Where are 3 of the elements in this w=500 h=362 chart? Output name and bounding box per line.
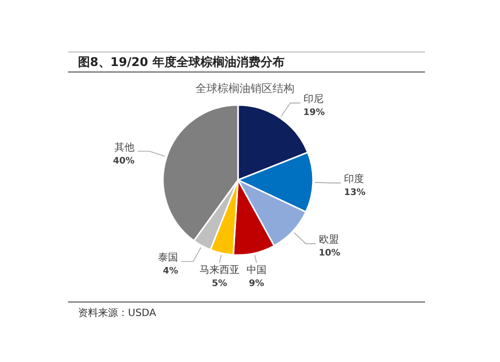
annotation: 资料来源：USDA [78,308,156,319]
subtitle: 全球棕榈油销区结构 [196,82,294,95]
title: 图8、19/20 年度全球棕榈油消费分布 [78,55,284,69]
